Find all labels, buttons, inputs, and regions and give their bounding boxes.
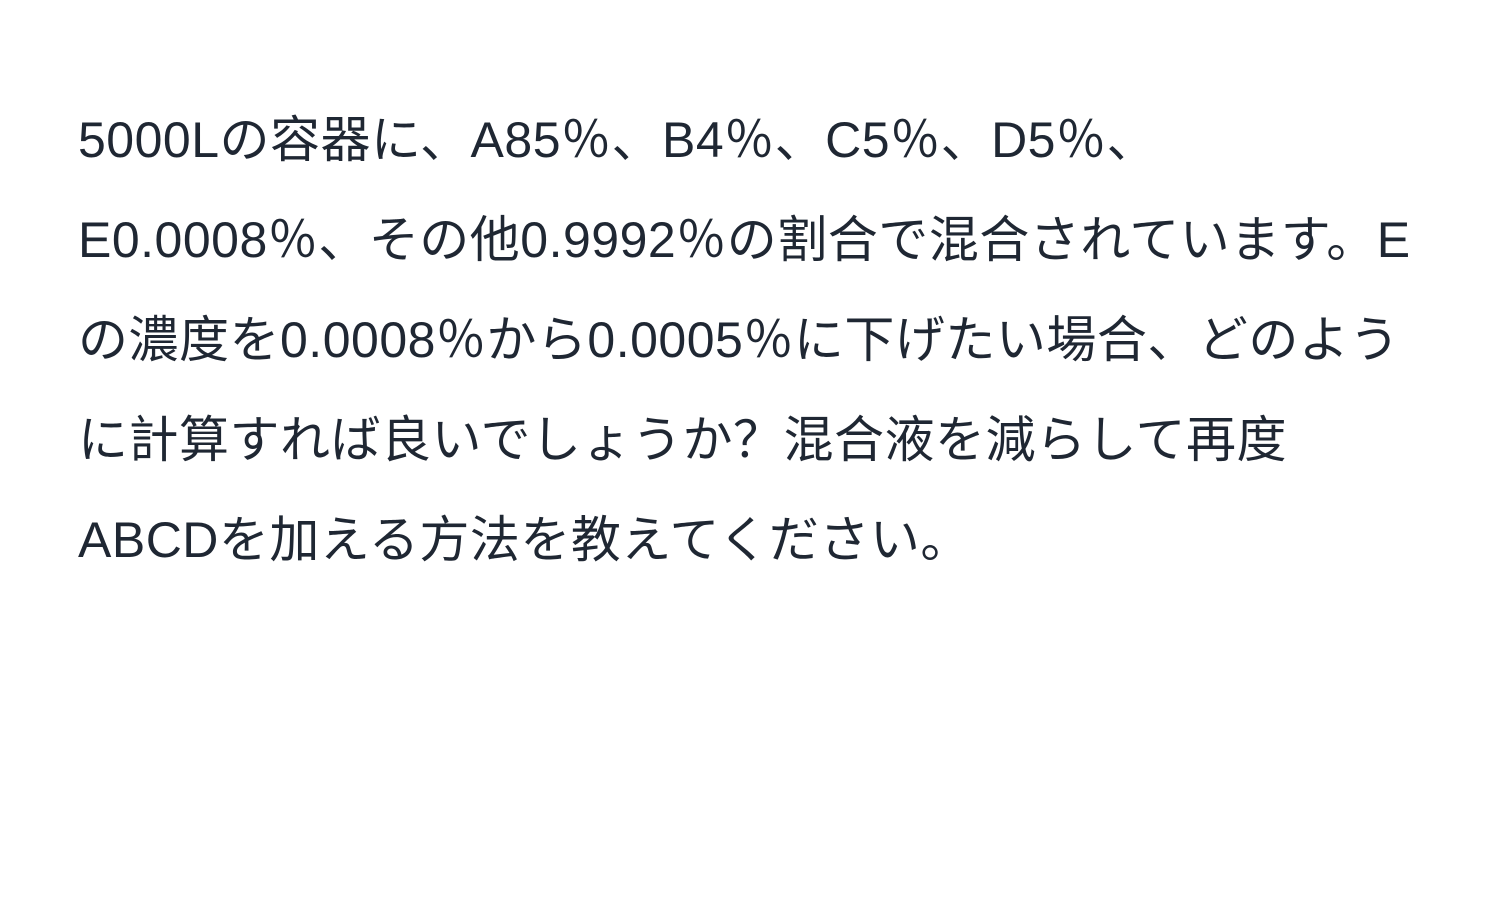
document-body-text: 5000Lの容器に、A85％、B4％、C5％、D5％、E0.0008％、その他0…: [78, 90, 1422, 590]
